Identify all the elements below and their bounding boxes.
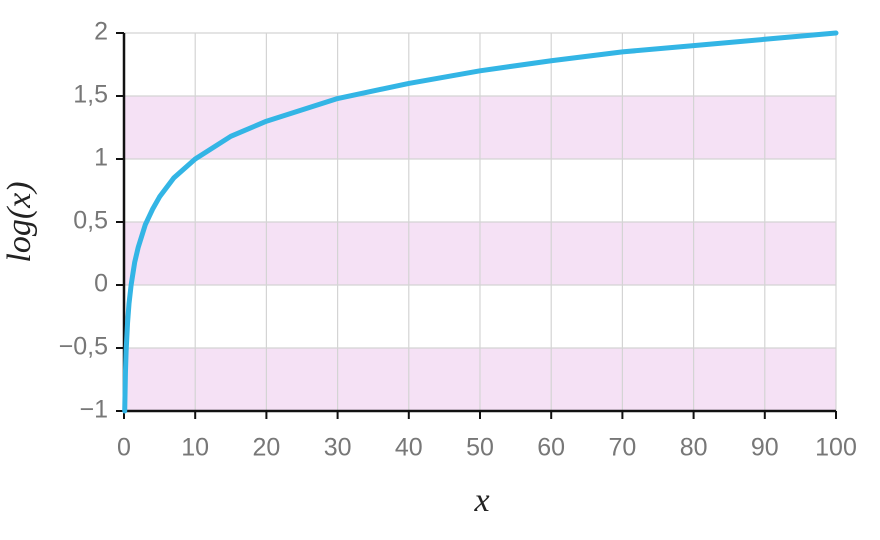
- x-tick-label: 30: [324, 434, 352, 462]
- y-tick-label: 2: [94, 18, 108, 46]
- x-tick-label: 50: [466, 434, 494, 462]
- y-tick-label: −0,5: [59, 333, 108, 361]
- y-axis-label: log(x): [1, 181, 38, 262]
- y-tick-label: −1: [79, 396, 108, 424]
- x-tick-label: 20: [252, 434, 280, 462]
- x-tick-label: 0: [117, 434, 131, 462]
- y-tick-label: 0,5: [73, 207, 108, 235]
- y-tick-label: 0: [94, 270, 108, 298]
- x-tick-label: 80: [680, 434, 708, 462]
- x-tick-label: 100: [815, 434, 857, 462]
- line: [122, 30, 839, 414]
- y-tick-label: 1: [94, 144, 108, 172]
- x-tick-label: 90: [751, 434, 779, 462]
- x-tick-label: 10: [181, 434, 209, 462]
- y-tick-label: 1,5: [73, 81, 108, 109]
- x-axis-label: x: [473, 482, 489, 519]
- x-tick-label: 60: [537, 434, 565, 462]
- x-tick-label: 40: [395, 434, 423, 462]
- x-tick-label: 70: [608, 434, 636, 462]
